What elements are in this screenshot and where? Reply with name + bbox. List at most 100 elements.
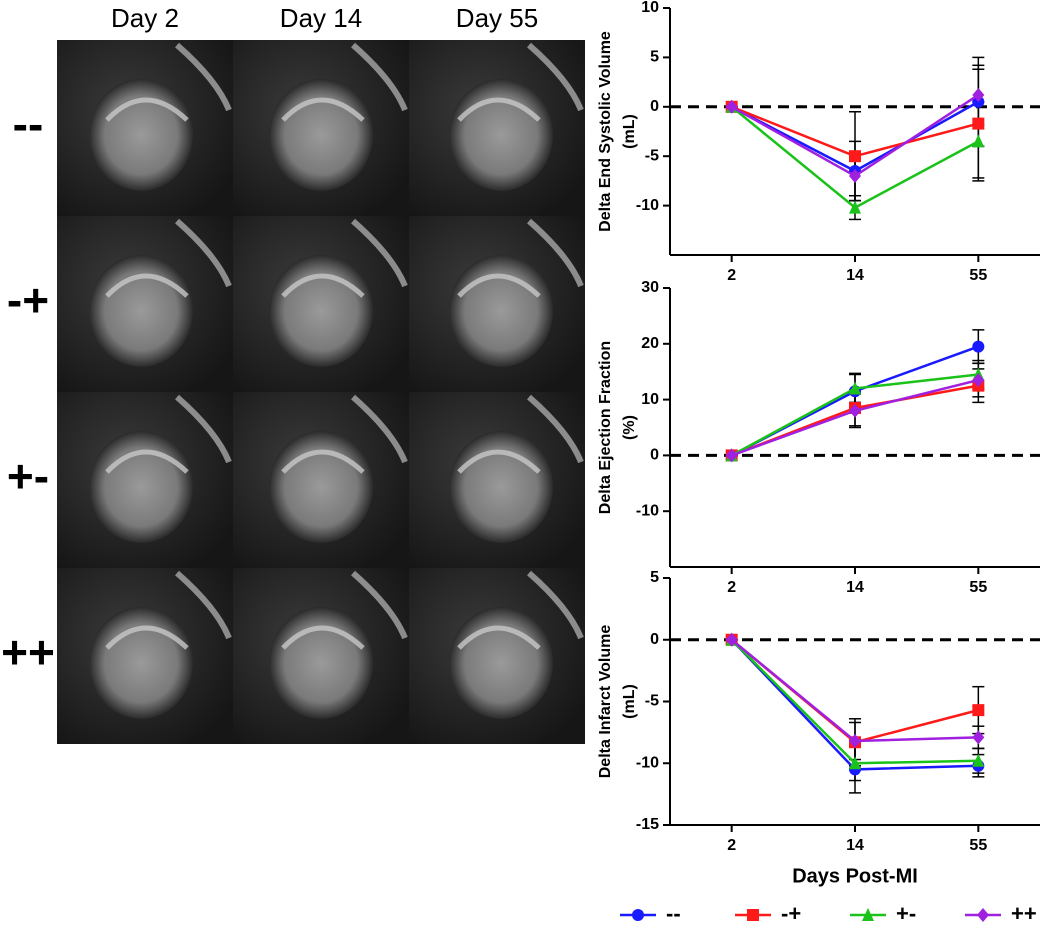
mri-structure (527, 570, 584, 640)
mri-structure (527, 394, 584, 464)
marker (849, 200, 861, 214)
mri-wall (105, 625, 189, 650)
legend-marker (632, 909, 644, 921)
mri-heart (449, 79, 553, 191)
mri-heart (449, 255, 553, 367)
mri-heart (269, 79, 373, 191)
mri-wall (457, 97, 541, 122)
y-tick-label: -5 (645, 147, 659, 164)
x-tick-label: 2 (727, 579, 736, 596)
y-tick-label: 0 (650, 631, 659, 648)
x-tick-label: 2 (727, 267, 736, 284)
mri-structure (351, 570, 408, 640)
x-tick-label: 14 (846, 837, 864, 854)
legend-marker (977, 908, 989, 922)
x-axis-label: Days Post-MI (792, 865, 918, 887)
y-tick-label: -10 (636, 754, 659, 771)
marker (849, 381, 861, 395)
x-tick-label: 14 (846, 267, 864, 284)
marker (849, 403, 861, 418)
y-tick-label: -10 (636, 502, 659, 519)
y-tick-label: 10 (641, 0, 659, 16)
mri-structure (351, 42, 408, 112)
mri-wall (457, 625, 541, 650)
mri-structure (527, 218, 584, 288)
y-tick-label: -10 (636, 197, 659, 214)
legend-label: +- (896, 901, 916, 926)
row-label: ++ (1, 626, 55, 678)
mri-structure (175, 218, 232, 288)
y-axis-label: (mL) (621, 684, 638, 719)
mri-wall (281, 449, 365, 474)
y-tick-label: -5 (645, 693, 659, 710)
x-tick-label: 14 (846, 579, 864, 596)
legend-marker (862, 908, 874, 921)
mri-heart (449, 607, 553, 719)
mri-heart (89, 607, 193, 719)
mri-wall (281, 97, 365, 122)
marker (972, 753, 985, 767)
mri-wall (457, 449, 541, 474)
mri-wall (281, 273, 365, 298)
mri-structure (175, 42, 232, 112)
y-tick-label: 0 (650, 98, 659, 115)
mri-structure (175, 570, 232, 640)
marker (972, 117, 985, 130)
y-axis-label: Delta Ejection Fraction (597, 341, 614, 514)
mri-heart (89, 431, 193, 543)
marker (972, 134, 985, 148)
x-tick-label: 55 (969, 837, 987, 854)
marker (849, 168, 861, 183)
column-label: Day 2 (111, 3, 179, 33)
marker (849, 734, 861, 749)
mri-structure (527, 42, 584, 112)
marker (972, 340, 985, 353)
y-axis-label: Delta End Systolic Volume (597, 31, 614, 232)
marker (972, 730, 985, 745)
legend-label: ++ (1011, 901, 1037, 926)
y-tick-label: 5 (650, 569, 659, 586)
mri-heart (89, 255, 193, 367)
mri-heart (269, 431, 373, 543)
marker (849, 756, 861, 770)
y-tick-label: 10 (641, 391, 659, 408)
mri-structure (351, 218, 408, 288)
marker (972, 373, 985, 388)
mri-wall (105, 97, 189, 122)
legend-marker (747, 909, 759, 921)
y-tick-label: 5 (650, 49, 659, 66)
y-axis-label: (%) (621, 415, 638, 440)
row-label: -+ (7, 274, 49, 326)
y-tick-label: 20 (641, 335, 659, 352)
marker (725, 99, 738, 114)
mri-heart (269, 607, 373, 719)
mri-structure (351, 394, 408, 464)
marker (972, 704, 985, 717)
mri-wall (457, 273, 541, 298)
row-label: -- (13, 98, 44, 150)
x-tick-label: 55 (969, 579, 987, 596)
mri-heart (449, 431, 553, 543)
y-tick-label: -15 (636, 816, 659, 833)
mri-heart (89, 79, 193, 191)
x-tick-label: 55 (969, 267, 987, 284)
legend-label: -- (666, 901, 681, 926)
column-label: Day 14 (280, 3, 362, 33)
y-axis-label: (mL) (621, 114, 638, 149)
x-tick-label: 2 (727, 837, 736, 854)
column-label: Day 55 (456, 3, 538, 33)
y-tick-label: 0 (650, 447, 659, 464)
y-axis-label: Delta Infarct Volume (597, 625, 614, 779)
y-tick-label: 30 (641, 279, 659, 296)
legend-label: -+ (781, 901, 801, 926)
marker (849, 150, 861, 163)
mri-wall (105, 449, 189, 474)
mri-structure (175, 394, 232, 464)
row-label: +- (7, 450, 49, 502)
mri-heart (269, 255, 373, 367)
marker (725, 632, 738, 647)
marker (972, 87, 985, 102)
mri-wall (105, 273, 189, 298)
mri-wall (281, 625, 365, 650)
